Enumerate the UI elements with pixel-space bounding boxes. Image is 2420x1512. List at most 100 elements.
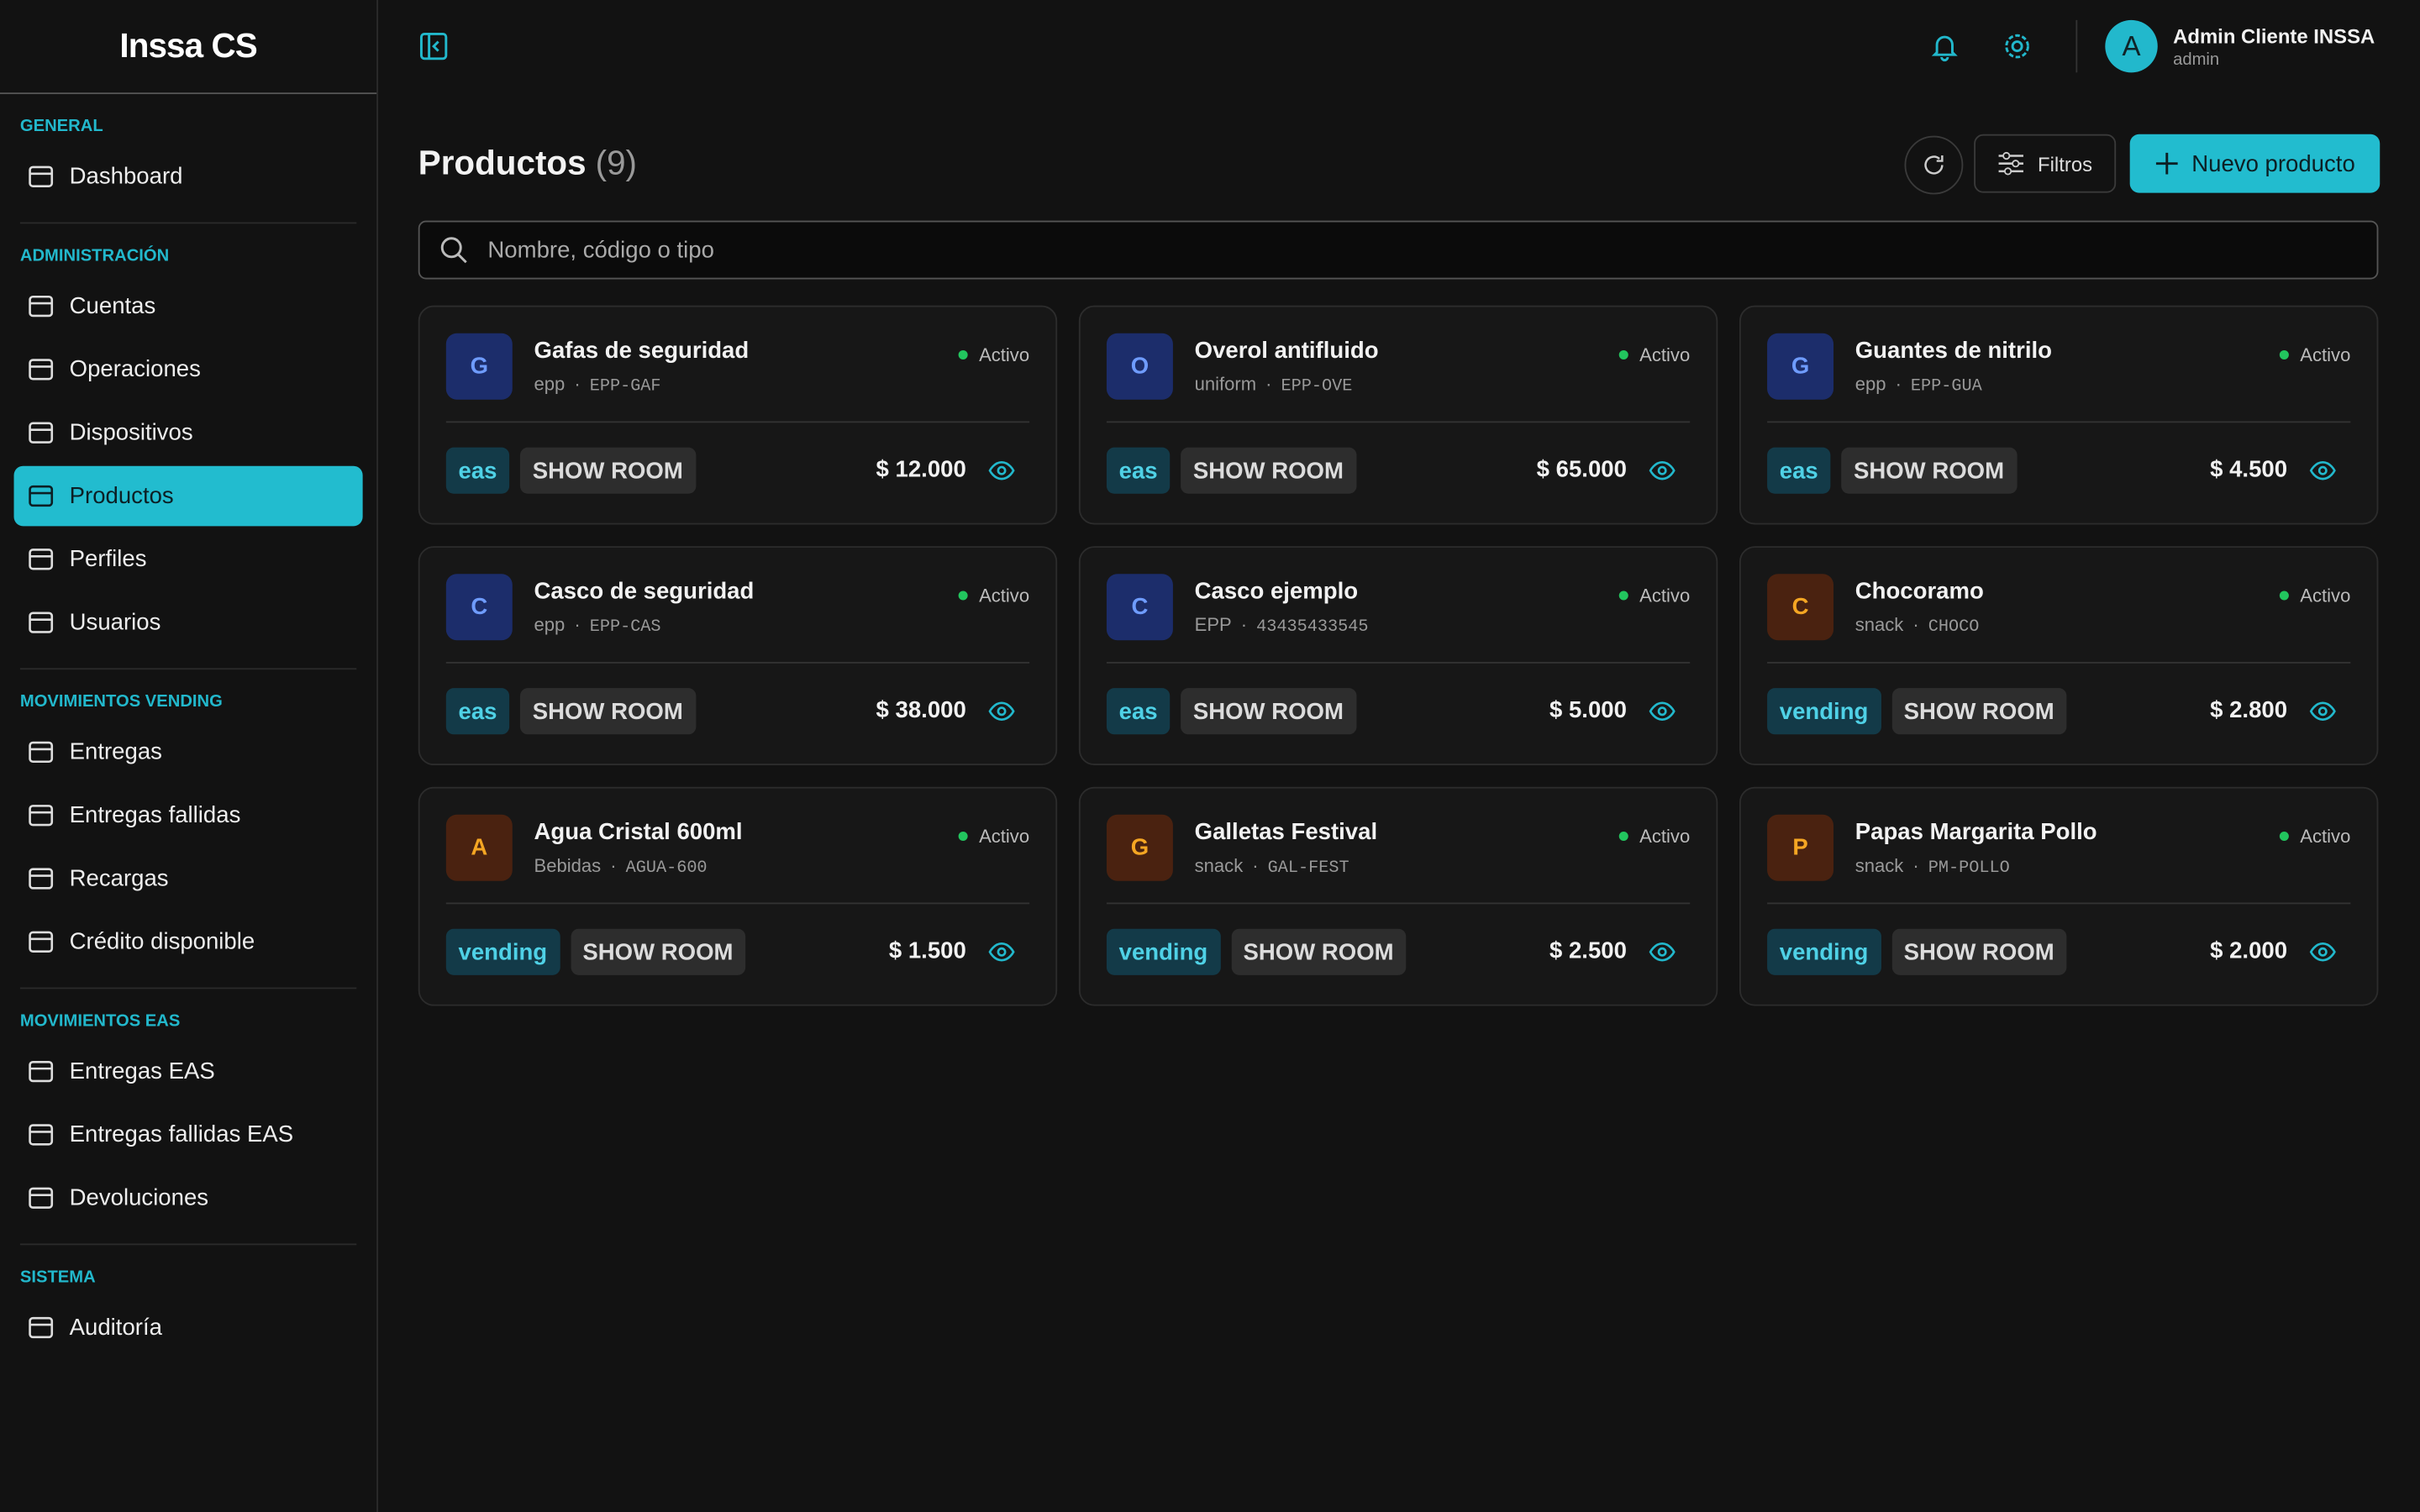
nav-item[interactable]: Recargas <box>14 848 363 909</box>
product-code: GAL-FEST <box>1267 859 1349 879</box>
sidebar: Inssa CS GENERAL Dashboard ADMINISTRACIÓN C… <box>0 0 379 1512</box>
product-avatar: C <box>1106 574 1173 641</box>
filters-button[interactable]: Filtros <box>1974 134 2117 193</box>
nav-item-label: Dashboard <box>69 163 183 190</box>
divider <box>1106 902 1691 905</box>
nav-item[interactable]: Entregas fallidas EAS <box>14 1105 363 1165</box>
refresh-button[interactable] <box>1904 135 1964 195</box>
divider <box>1767 902 2351 905</box>
nav-item[interactable]: Auditoría <box>14 1298 363 1358</box>
new-product-label: Nuevo producto <box>2191 150 2355 177</box>
nav-section-title: MOVIMIENTOS VENDING <box>19 692 223 711</box>
nav-item-label: Entregas fallidas <box>69 802 241 829</box>
product-card[interactable]: C Casco ejemplo EPP · 43435433545 Activo eas SH… <box>1078 546 1718 766</box>
view-button[interactable] <box>988 697 1016 725</box>
nav-item[interactable]: Entregas EAS <box>14 1042 363 1102</box>
nav-item[interactable]: Usuarios <box>14 592 363 653</box>
product-meta: EPP · 43435433545 <box>1195 614 1369 638</box>
product-code: AGUA-600 <box>625 859 708 879</box>
divider <box>1106 661 1691 664</box>
nav-item[interactable]: Perfiles <box>14 529 363 590</box>
product-card[interactable]: G Galletas Festival snack · GAL-FEST Activo ve… <box>1078 786 1718 1006</box>
nav-item[interactable]: Devoluciones <box>14 1168 363 1228</box>
product-type: Bebidas <box>534 854 602 877</box>
settings[interactable] <box>2002 31 2033 62</box>
product-tag: SHOW ROOM <box>520 688 696 735</box>
search-placeholder: Nombre, código o tipo <box>487 236 714 264</box>
icon <box>29 868 54 890</box>
product-price: $ 38.000 <box>876 697 966 724</box>
product-meta: snack · CHOCO <box>1855 614 1980 638</box>
nav-section: SISTEMA Auditoría <box>20 1245 356 1373</box>
user-name: Admin Cliente INSSA <box>2173 24 2375 48</box>
product-type: epp <box>534 373 566 396</box>
user-role: admin <box>2173 50 2220 69</box>
nav-item-label: Entregas EAS <box>69 1058 215 1085</box>
view-button[interactable] <box>2309 457 2337 485</box>
product-tags: vending SHOW ROOM <box>1767 688 2077 735</box>
product-avatar: G <box>445 333 513 400</box>
view-button[interactable] <box>988 457 1016 485</box>
product-price: $ 5.000 <box>1549 697 1627 724</box>
product-code: CHOCO <box>1928 618 1980 638</box>
view-button[interactable] <box>988 938 1016 966</box>
notifications[interactable] <box>1929 31 1960 62</box>
sidebar-toggle[interactable] <box>418 31 450 62</box>
status-label: Activo <box>1639 585 1691 606</box>
product-meta: epp · EPP-GUA <box>1855 373 1982 396</box>
logo[interactable]: Inssa CS <box>0 0 377 95</box>
product-code: EPP-GAF <box>589 378 661 397</box>
product-type: epp <box>534 614 566 636</box>
product-type: snack <box>1194 854 1244 877</box>
status-dot <box>1619 591 1629 601</box>
status-label: Activo <box>2300 344 2351 366</box>
nav-item[interactable]: Crédito disponible <box>14 912 363 973</box>
product-status: Activo <box>959 826 1029 847</box>
product-tag: SHOW ROOM <box>520 447 696 494</box>
nav-item[interactable]: Dashboard <box>14 146 363 207</box>
separator: · <box>1265 373 1272 396</box>
product-type: EPP <box>1194 614 1232 636</box>
product-status: Activo <box>2280 585 2350 606</box>
nav-item[interactable]: Productos <box>13 465 363 527</box>
divider <box>445 661 1030 664</box>
separator: · <box>1240 614 1248 636</box>
nav-item-label: Dispositivos <box>69 419 193 446</box>
new-product-button[interactable]: Nuevo producto <box>2129 134 2381 193</box>
view-button[interactable] <box>1649 457 1676 485</box>
product-name: Papas Margarita Pollo <box>1854 819 2097 846</box>
nav-item-label: Devoluciones <box>69 1184 209 1211</box>
icon <box>29 741 54 764</box>
view-button[interactable] <box>2309 697 2337 725</box>
separator: · <box>574 373 581 396</box>
nav-item[interactable]: Operaciones <box>14 339 363 400</box>
view-button[interactable] <box>1649 697 1676 725</box>
product-code: EPP-CAS <box>589 618 661 638</box>
product-price: $ 2.800 <box>2210 697 2288 724</box>
icon <box>29 1060 54 1083</box>
product-meta: epp · EPP-CAS <box>534 614 661 638</box>
user-menu[interactable]: A Admin Cliente INSSA admin <box>2075 19 2375 73</box>
product-card[interactable]: G Gafas de seguridad epp · EPP-GAF Activo eas S… <box>418 305 1058 525</box>
product-tags: eas SHOW ROOM <box>1767 447 2028 494</box>
nav-item[interactable]: Dispositivos <box>14 402 363 463</box>
view-button[interactable] <box>1649 938 1676 966</box>
product-card[interactable]: C Chocoramo snack · CHOCO Activo vending SHOW R… <box>1739 546 2379 766</box>
search-input[interactable]: Nombre, código o tipo <box>418 220 2379 280</box>
product-type: snack <box>1854 854 1904 877</box>
product-price: $ 1.500 <box>888 937 966 964</box>
product-avatar: C <box>445 574 513 641</box>
nav-item[interactable]: Entregas <box>14 722 363 783</box>
product-card[interactable]: G Guantes de nitrilo epp · EPP-GUA Activo eas S… <box>1739 305 2379 525</box>
nav-item[interactable]: Cuentas <box>14 276 363 337</box>
product-card[interactable]: C Casco de seguridad epp · EPP-CAS Activo eas S… <box>418 546 1058 766</box>
product-card[interactable]: A Agua Cristal 600ml Bebidas · AGUA-600 Activ… <box>418 786 1058 1006</box>
product-card[interactable]: O Overol antifluido uniform · EPP-OVE Activo e… <box>1078 305 1718 525</box>
nav-item[interactable]: Entregas fallidas <box>14 785 363 846</box>
nav-section-title: GENERAL <box>19 117 103 136</box>
view-button[interactable] <box>2309 938 2337 966</box>
nav-section: MOVIMIENTOS EAS Entregas EAS Entregas fall… <box>19 989 357 1246</box>
product-status: Activo <box>1619 585 1690 606</box>
icon <box>29 485 54 507</box>
product-card[interactable]: P Papas Margarita Pollo snack · PM-POLLO Acti… <box>1739 786 2379 1006</box>
